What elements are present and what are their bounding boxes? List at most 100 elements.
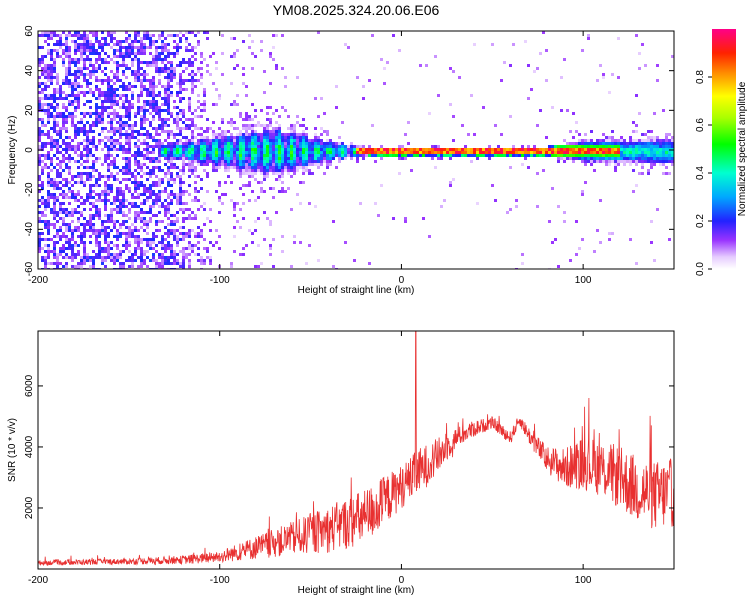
heatmap-cell (218, 127, 221, 130)
heatmap-cell (239, 163, 242, 166)
heatmap-cell (59, 91, 62, 94)
heatmap-cell (74, 265, 77, 268)
heatmap-cell (221, 118, 224, 121)
heatmap-cell (59, 202, 62, 205)
heatmap-cell (116, 115, 119, 118)
heatmap-cell (152, 160, 155, 163)
heatmap-cell (398, 157, 401, 160)
heatmap-cell (233, 52, 236, 55)
heatmap-cell (200, 73, 203, 76)
heatmap-cell (368, 262, 371, 265)
heatmap-cell (320, 139, 323, 142)
heatmap-cell (521, 253, 524, 256)
heatmap-cell (638, 160, 641, 163)
heatmap-cell (53, 235, 56, 238)
heatmap-cell (449, 67, 452, 70)
heatmap-cell (482, 148, 485, 151)
heatmap-cell (197, 94, 200, 97)
heatmap-cell (299, 136, 302, 139)
heatmap-cell (86, 67, 89, 70)
heatmap-cell (62, 106, 65, 109)
x-tick-label: 0 (399, 275, 405, 286)
heatmap-cell (146, 61, 149, 64)
heatmap-cell (326, 163, 329, 166)
heatmap-cell (77, 106, 80, 109)
heatmap-cell (527, 148, 530, 151)
heatmap-cell (185, 190, 188, 193)
heatmap-cell (293, 133, 296, 136)
heatmap-cell (143, 202, 146, 205)
heatmap-cell (113, 91, 116, 94)
heatmap-cell (47, 49, 50, 52)
heatmap-cell (551, 154, 554, 157)
heatmap-cell (626, 160, 629, 163)
heatmap-cell (155, 184, 158, 187)
heatmap-cell (89, 76, 92, 79)
heatmap-cell (53, 208, 56, 211)
heatmap-cell (161, 262, 164, 265)
heatmap-cell (149, 169, 152, 172)
heatmap-cell (137, 229, 140, 232)
heatmap-cell (383, 67, 386, 70)
heatmap-cell (167, 202, 170, 205)
heatmap-cell (44, 163, 47, 166)
heatmap-cell (116, 244, 119, 247)
heatmap-cell (170, 199, 173, 202)
heatmap-cell (65, 145, 68, 148)
heatmap-cell (167, 235, 170, 238)
heatmap-cell (47, 247, 50, 250)
heatmap-cell (263, 190, 266, 193)
heatmap-cell (104, 259, 107, 262)
heatmap-cell (437, 145, 440, 148)
heatmap-cell (185, 217, 188, 220)
heatmap-cell (671, 163, 674, 166)
heatmap-cell (563, 154, 566, 157)
heatmap-cell (653, 151, 656, 154)
heatmap-cell (245, 160, 248, 163)
heatmap-cell (137, 64, 140, 67)
heatmap-cell (56, 79, 59, 82)
heatmap-cell (182, 61, 185, 64)
heatmap-cell (146, 88, 149, 91)
heatmap-cell (50, 103, 53, 106)
heatmap-cell (116, 112, 119, 115)
heatmap-cell (191, 136, 194, 139)
heatmap-cell (179, 118, 182, 121)
heatmap-cell (65, 118, 68, 121)
heatmap-cell (44, 85, 47, 88)
heatmap-cell (38, 85, 41, 88)
heatmap-cell (152, 214, 155, 217)
heatmap-cell (134, 181, 137, 184)
heatmap-cell (161, 253, 164, 256)
heatmap-cell (77, 253, 80, 256)
heatmap-cell (293, 130, 296, 133)
heatmap-cell (590, 148, 593, 151)
heatmap-cell (191, 229, 194, 232)
heatmap-cell (185, 79, 188, 82)
heatmap-cell (305, 136, 308, 139)
heatmap-cell (506, 151, 509, 154)
heatmap-cell (125, 88, 128, 91)
heatmap-cell (653, 160, 656, 163)
heatmap-cell (323, 145, 326, 148)
heatmap-cell (83, 31, 86, 34)
heatmap-cell (92, 256, 95, 259)
heatmap-cell (161, 58, 164, 61)
heatmap-cell (116, 139, 119, 142)
heatmap-cell (581, 145, 584, 148)
heatmap-cell (107, 187, 110, 190)
heatmap-cell (110, 217, 113, 220)
heatmap-cell (377, 151, 380, 154)
heatmap-cell (182, 172, 185, 175)
heatmap-cell (131, 43, 134, 46)
heatmap-cell (89, 106, 92, 109)
heatmap-cell (182, 232, 185, 235)
heatmap-cell (458, 151, 461, 154)
heatmap-cell (89, 178, 92, 181)
heatmap-cell (563, 160, 566, 163)
heatmap-cell (263, 130, 266, 133)
heatmap-cell (113, 244, 116, 247)
heatmap-cell (461, 124, 464, 127)
heatmap-cell (137, 109, 140, 112)
heatmap-cell (320, 148, 323, 151)
